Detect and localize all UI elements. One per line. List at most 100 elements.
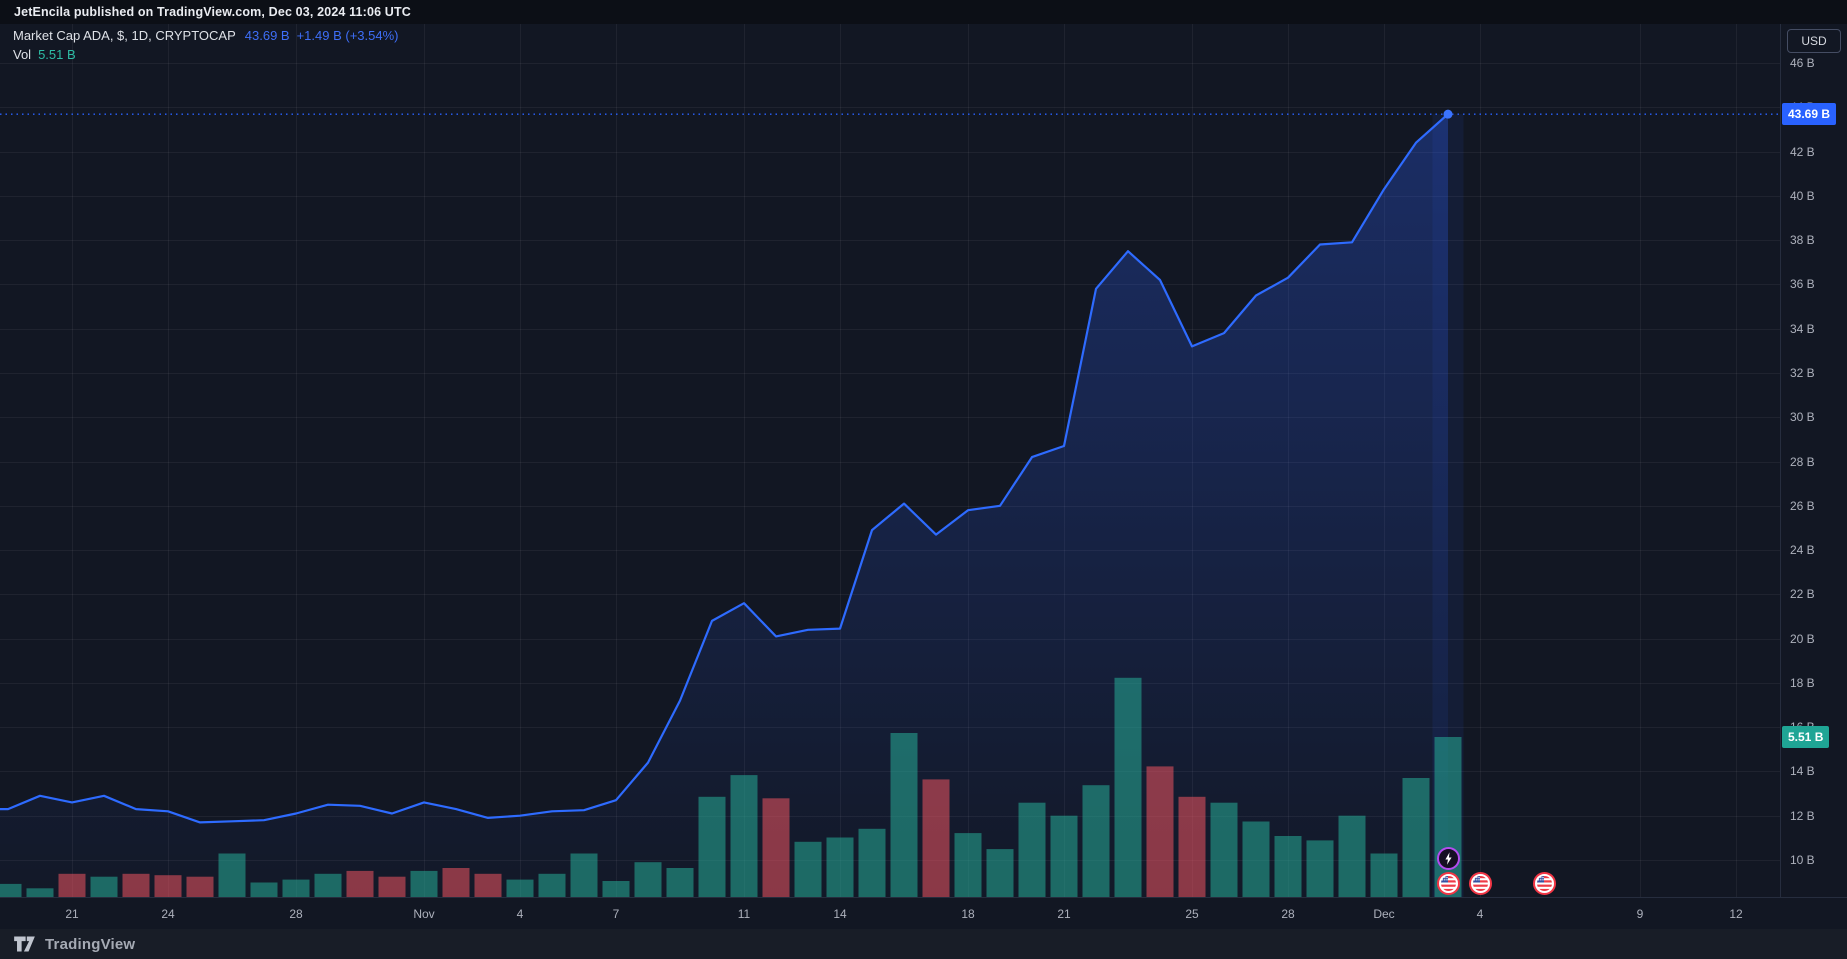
volume-bar	[602, 881, 630, 897]
price-axis[interactable]: USD 43.69 B 5.51 B 46 B44 B42 B40 B38 B3…	[1780, 24, 1847, 897]
volume-bar	[1082, 785, 1110, 897]
attribution-bar: JetEncila published on TradingView.com, …	[0, 0, 1847, 24]
volume-bar	[794, 841, 822, 897]
legend-vol-value: 5.51 B	[38, 47, 76, 62]
volume-bar	[666, 868, 694, 897]
volume-bar	[1242, 821, 1270, 897]
time-axis-label: Dec	[1373, 907, 1395, 921]
time-axis-label: 7	[612, 907, 620, 921]
time-axis-label: 28	[1281, 907, 1295, 921]
volume-bar	[314, 873, 342, 897]
price-axis-tick: 28 B	[1790, 454, 1815, 469]
legend-price: 43.69 B	[244, 28, 290, 43]
chart-area[interactable]: Market Cap ADA, $, 1D, CRYPTOCAP 43.69 B +…	[0, 24, 1847, 929]
volume-bar	[1114, 677, 1142, 897]
volume-bar	[1146, 766, 1174, 897]
volume-bar	[1178, 796, 1206, 897]
tradingview-logo-icon[interactable]	[13, 934, 36, 954]
price-axis-tick: 34 B	[1790, 321, 1815, 336]
volume-bar	[282, 879, 310, 897]
volume-bar	[922, 779, 950, 897]
volume-bar	[1402, 778, 1430, 897]
volume-bar	[826, 837, 854, 897]
volume-bar	[186, 876, 214, 897]
attribution-text: JetEncila published on TradingView.com, …	[14, 5, 411, 19]
time-axis-label: 28	[289, 907, 303, 921]
price-axis-tick: 18 B	[1790, 675, 1815, 690]
price-axis-tick: 36 B	[1790, 277, 1815, 292]
price-axis-tick: 38 B	[1790, 233, 1815, 248]
time-axis-label: 21	[65, 907, 79, 921]
volume-bar	[1210, 802, 1238, 897]
price-axis-tick: 32 B	[1790, 365, 1815, 380]
current-price-badge: 43.69 B	[1782, 103, 1837, 126]
volume-bar	[570, 853, 598, 897]
price-axis-tick: 10 B	[1790, 853, 1815, 867]
time-axis-label: 25	[1185, 907, 1199, 921]
event-us-flag-icon[interactable]	[1532, 871, 1556, 895]
volume-bar	[410, 870, 438, 897]
event-us-flag-icon[interactable]	[1436, 871, 1460, 895]
price-line	[0, 113, 1450, 824]
time-axis-label: 12	[1729, 907, 1743, 921]
volume-bar	[1370, 853, 1398, 897]
tradingview-brand[interactable]: TradingView	[45, 935, 136, 953]
volume-bar	[698, 796, 726, 897]
volume-bar	[890, 733, 918, 897]
volume-bar	[986, 849, 1014, 897]
price-axis-tick: 42 B	[1790, 144, 1815, 159]
legend-change: +1.49 B (+3.54%)	[296, 28, 399, 43]
time-axis-label: 4	[1476, 907, 1484, 921]
time-axis-label: 4	[516, 907, 524, 921]
price-axis-tick: 46 B	[1790, 56, 1815, 70]
volume-bar	[1050, 815, 1078, 897]
volume-bar	[154, 875, 182, 897]
volume-bar	[58, 873, 86, 897]
volume-bar	[858, 828, 886, 897]
volume-bar	[538, 873, 566, 897]
price-axis-tick: 30 B	[1790, 410, 1815, 425]
current-volume-badge: 5.51 B	[1782, 726, 1830, 749]
time-axis-label: 21	[1057, 907, 1071, 921]
event-us-flag-icon[interactable]	[1468, 871, 1492, 895]
area-fill	[0, 114, 1448, 897]
currency-button[interactable]: USD	[1787, 29, 1841, 53]
time-axis-label: Nov	[413, 907, 435, 921]
time-axis-label: 9	[1636, 907, 1644, 921]
time-axis-label: 11	[737, 907, 751, 921]
price-axis-tick: 20 B	[1790, 631, 1815, 646]
legend: Market Cap ADA, $, 1D, CRYPTOCAP 43.69 B +…	[13, 29, 399, 61]
volume-bar	[26, 888, 54, 897]
legend-symbol[interactable]: Market Cap ADA, $, 1D, CRYPTOCAP	[13, 28, 236, 43]
volume-bar	[122, 873, 150, 897]
volume-bar	[218, 853, 246, 897]
time-axis-label: 18	[961, 907, 975, 921]
legend-vol-label[interactable]: Vol	[13, 47, 32, 62]
volume-bar	[954, 833, 982, 897]
price-axis-tick: 24 B	[1790, 543, 1815, 558]
volume-bar	[1434, 737, 1462, 897]
price-axis-tick: 40 B	[1790, 188, 1815, 203]
volume-bar	[474, 873, 502, 897]
volume-bar	[346, 870, 374, 897]
volume-bars	[0, 677, 1462, 897]
time-axis-label: 24	[161, 907, 175, 921]
volume-bar	[1306, 840, 1334, 897]
event-lightning-icon[interactable]	[1436, 846, 1460, 870]
time-axis[interactable]: 21 24 28 Nov 4 7 11 14 18 21 25 28 Dec 4 9 12	[0, 897, 1847, 929]
price-axis-tick: 22 B	[1790, 587, 1815, 602]
chart-plot[interactable]	[0, 24, 1780, 897]
price-axis-tick: 12 B	[1790, 808, 1815, 823]
time-axis-label: 14	[833, 907, 847, 921]
volume-bar	[730, 775, 758, 897]
volume-bar	[378, 876, 406, 897]
current-price-dot	[1443, 109, 1453, 119]
volume-bar	[442, 868, 470, 897]
price-axis-tick: 14 B	[1790, 764, 1815, 779]
volume-bar	[1018, 802, 1046, 897]
price-axis-tick: 26 B	[1790, 498, 1815, 513]
volume-bar	[0, 883, 22, 897]
volume-bar	[250, 882, 278, 897]
footer-bar: TradingView	[0, 929, 1847, 959]
